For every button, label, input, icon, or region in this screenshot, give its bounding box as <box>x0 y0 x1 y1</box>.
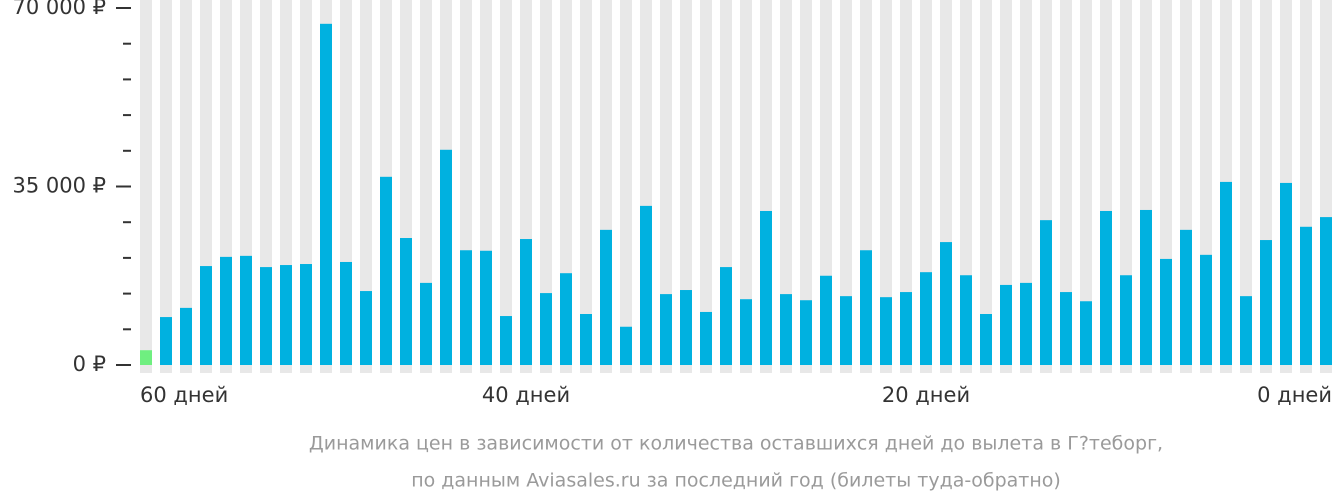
bar-slot <box>900 0 912 373</box>
bar <box>1080 301 1092 365</box>
bar-slot <box>1020 0 1032 373</box>
bar <box>960 275 972 365</box>
bar-slot <box>880 0 892 373</box>
caption: по данным Aviasales.ru за последний год … <box>411 470 1061 492</box>
bar-slot <box>840 0 852 373</box>
bar-slot <box>1060 0 1072 373</box>
bar-slot <box>700 0 712 373</box>
bar-slot <box>1240 0 1252 373</box>
bar-slot <box>500 0 512 373</box>
bar <box>660 294 672 365</box>
y-tick-label: 70 000 ₽ <box>12 0 106 19</box>
bar <box>180 307 192 365</box>
bar <box>1100 210 1112 365</box>
bar <box>540 293 552 365</box>
bar <box>840 296 852 365</box>
bar <box>260 267 272 365</box>
y-tick-label: 35 000 ₽ <box>12 174 106 198</box>
bar <box>1180 229 1192 365</box>
bar <box>860 250 872 365</box>
bar-slot <box>620 0 632 373</box>
bar <box>820 275 832 365</box>
bar <box>720 267 732 365</box>
bar <box>700 311 712 365</box>
bar <box>1060 292 1072 365</box>
x-tick-label: 40 дней <box>482 383 570 407</box>
bar <box>560 273 572 365</box>
x-tick-label: 60 дней <box>140 383 228 407</box>
bar <box>1240 296 1252 365</box>
bar <box>680 290 692 365</box>
bar-slot <box>180 0 192 373</box>
bar <box>640 205 652 365</box>
bar <box>500 316 512 365</box>
bar <box>220 256 232 365</box>
bar <box>1300 226 1312 365</box>
bar-slot <box>160 0 172 373</box>
x-tick-label: 0 дней <box>1257 383 1332 407</box>
bar <box>1220 181 1232 365</box>
bar-slot <box>580 0 592 373</box>
bar <box>1160 258 1172 365</box>
bar-slot <box>740 0 752 373</box>
bar <box>1260 240 1272 365</box>
bar <box>760 210 772 365</box>
bar <box>620 326 632 365</box>
bar <box>280 265 292 365</box>
bar <box>380 176 392 365</box>
bar-slot <box>660 0 672 373</box>
bar-slot <box>540 0 552 373</box>
bar <box>300 264 312 365</box>
bar <box>800 300 812 365</box>
bar <box>1200 254 1212 365</box>
bar <box>600 229 612 365</box>
bar <box>1120 275 1132 365</box>
bar <box>240 255 252 365</box>
bar <box>140 350 152 365</box>
bar <box>1020 282 1032 365</box>
bar <box>1040 220 1052 365</box>
bar-slot <box>980 0 992 373</box>
bar-slot <box>360 0 372 373</box>
bar <box>1000 284 1012 365</box>
bar <box>900 292 912 365</box>
bar <box>1140 209 1152 365</box>
caption: Динамика цен в зависимости от количества… <box>309 433 1163 455</box>
bar-slot <box>800 0 812 373</box>
bar-slot <box>1000 0 1012 373</box>
x-tick-label: 20 дней <box>882 383 970 407</box>
bar <box>580 314 592 365</box>
bar <box>520 239 532 365</box>
bar <box>440 149 452 365</box>
bar <box>420 282 432 365</box>
bar <box>200 266 212 365</box>
bar-slot <box>420 0 432 373</box>
y-tick-label: 0 ₽ <box>73 352 106 376</box>
bar <box>940 242 952 365</box>
bar <box>880 297 892 365</box>
bar-slot <box>780 0 792 373</box>
bar-slot <box>680 0 692 373</box>
bar <box>920 272 932 365</box>
bar <box>340 261 352 365</box>
bar <box>780 294 792 365</box>
bar <box>320 23 332 366</box>
bar <box>460 250 472 365</box>
bar <box>360 291 372 365</box>
bar <box>480 250 492 365</box>
bar-slot <box>140 0 152 373</box>
bar <box>160 317 172 365</box>
bar <box>740 299 752 365</box>
bar <box>980 314 992 365</box>
bar-slot <box>1080 0 1092 373</box>
bar <box>400 238 412 365</box>
bar <box>1320 217 1332 365</box>
bar <box>1280 182 1292 365</box>
